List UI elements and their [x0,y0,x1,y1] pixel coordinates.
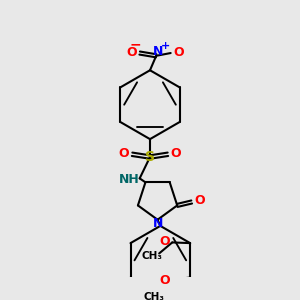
Text: O: O [127,46,137,59]
Text: O: O [173,46,184,59]
Text: −: − [129,37,141,51]
Text: O: O [171,147,181,160]
Text: O: O [194,194,205,207]
Text: +: + [161,41,170,51]
Text: S: S [145,150,155,164]
Text: O: O [159,235,170,248]
Text: N: N [152,45,163,58]
Text: N: N [153,217,164,230]
Text: O: O [118,147,129,160]
Text: O: O [159,274,170,287]
Text: NH: NH [119,173,140,186]
Text: CH₃: CH₃ [141,251,162,261]
Text: CH₃: CH₃ [144,292,165,300]
